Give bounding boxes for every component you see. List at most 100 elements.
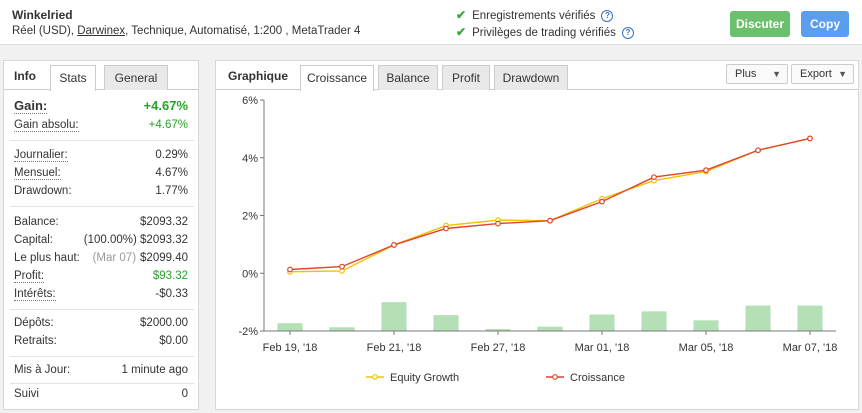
divider (10, 356, 194, 357)
plus-label: Plus (735, 68, 757, 80)
journalier-value: 0.29% (155, 149, 188, 161)
stat-suivi: Suivi 0 (14, 388, 188, 404)
chevron-down-icon: ▼ (838, 69, 847, 79)
chart-panel: -2% 0% 2% 4% 6% Feb 19, '18 Feb 21, '18 Feb 27,… (215, 60, 859, 410)
profit-label: Profit: (14, 270, 45, 283)
volume-bar (797, 305, 823, 331)
plus-haut-value-group: (Mar 07) $2099.40 (93, 252, 188, 264)
help-icon[interactable]: ? (621, 27, 634, 39)
divider (10, 383, 194, 384)
plus-dropdown[interactable]: Plus ▼ (726, 64, 788, 84)
export-label: Export (800, 68, 832, 80)
growth-chart: -2% 0% 2% 4% 6% Feb 19, '18 Feb 21, '18 Feb 27,… (238, 95, 838, 384)
series-line-croissance (289, 137, 811, 271)
balance-value: $2093.32 (140, 216, 188, 228)
x-tick-label: Feb 19, '18 (263, 342, 318, 354)
volume-bar (277, 323, 303, 331)
plus-haut-label: Le plus haut: (14, 252, 80, 264)
journalier-label: Journalier: (14, 149, 68, 162)
profit-value: $93.32 (152, 270, 188, 282)
stat-depots: Dépôts: $2000.00 (14, 317, 188, 333)
info-title: Info (14, 69, 36, 83)
data-point (599, 198, 605, 205)
stat-balance: Balance: $2093.32 (14, 216, 188, 232)
meta-prefix: Réel (USD), (12, 25, 78, 37)
tab-general[interactable]: General (104, 65, 168, 90)
verified-privileges: ✔ Privilèges de trading vérifiés? (456, 25, 634, 39)
drawdown-label: Drawdown: (14, 185, 72, 197)
stat-mis-a-jour: Mis à Jour: 1 minute ago (14, 364, 188, 380)
capital-label: Capital: (14, 234, 53, 246)
retraits-value: $0.00 (159, 335, 188, 347)
mis-a-jour-label: Mis à Jour: (14, 364, 71, 376)
gain-value: +4.67% (143, 98, 188, 113)
stat-gain-absolu: Gain absolu: +4.67% (14, 119, 188, 135)
chart-tabs: Graphique Croissance Balance Profit Draw… (216, 61, 858, 91)
check-icon: ✔ (456, 25, 467, 39)
system-name: Winkelried (12, 8, 73, 22)
chevron-down-icon: ▼ (772, 69, 781, 79)
capital-value-group: (100.00%) $2093.32 (84, 234, 188, 246)
data-point (339, 263, 345, 270)
plus-haut-value: $2099.40 (140, 252, 188, 264)
capital-value: $2093.32 (140, 234, 188, 246)
x-tick-label: Mar 01, '18 (575, 342, 630, 354)
legend-marker (552, 374, 558, 380)
stat-mensuel: Mensuel: 4.67% (14, 167, 188, 183)
divider (10, 309, 194, 310)
verified-privileges-label: Privilèges de trading vérifiés (472, 27, 616, 39)
data-point (547, 217, 553, 224)
stat-journalier: Journalier: 0.29% (14, 149, 188, 165)
stat-profit: Profit: $93.32 (14, 270, 188, 286)
data-point (703, 167, 709, 174)
x-tick-label: Feb 21, '18 (367, 342, 422, 354)
suivi-label: Suivi (14, 388, 39, 400)
data-point (443, 225, 449, 232)
plus-haut-date: (Mar 07) (92, 252, 137, 264)
mensuel-value: 4.67% (155, 167, 188, 179)
gain-label: Gain: (14, 98, 48, 114)
data-point (391, 242, 397, 248)
stat-capital: Capital: (100.00%) $2093.32 (14, 234, 188, 250)
legend-marker (372, 374, 378, 380)
data-point (495, 220, 501, 227)
tab-croissance[interactable]: Croissance (300, 65, 374, 91)
divider (10, 206, 194, 207)
y-tick-label: 4% (242, 153, 258, 165)
x-tick-label: Mar 07, '18 (783, 342, 838, 354)
system-meta: Réel (USD), Darwinex, Technique, Automat… (12, 25, 360, 37)
data-point (807, 135, 813, 142)
y-tick-label: 6% (242, 95, 258, 107)
volume-bar (329, 327, 355, 331)
legend-label: Croissance (570, 372, 625, 384)
volume-bar (485, 328, 511, 331)
y-tick-label: 0% (242, 268, 258, 280)
copy-button[interactable]: Copy (801, 11, 849, 37)
divider (10, 140, 194, 141)
data-point (651, 174, 657, 180)
stat-gain: Gain: +4.67% (14, 98, 188, 114)
broker-link[interactable]: Darwinex (77, 25, 126, 37)
volume-bar (381, 302, 407, 331)
tab-profit[interactable]: Profit (442, 65, 490, 90)
retraits-label: Retraits: (14, 335, 57, 347)
depots-value: $2000.00 (140, 317, 188, 329)
tab-balance[interactable]: Balance (378, 65, 438, 90)
mis-a-jour-value: 1 minute ago (121, 364, 189, 376)
volume-bar (433, 315, 459, 331)
meta-suffix: , Technique, Automatisé, 1:200 , MetaTra… (125, 25, 361, 37)
volume-bar (693, 320, 719, 331)
tab-drawdown[interactable]: Drawdown (494, 65, 568, 90)
verified-track-label: Enregistrements vérifiés (472, 10, 596, 22)
series-line-equity-growth (289, 137, 811, 273)
x-tick-label: Feb 27, '18 (471, 342, 526, 354)
help-icon[interactable]: ? (601, 10, 614, 22)
info-tabs: Info Stats General (4, 61, 198, 91)
volume-bar (641, 311, 667, 331)
tab-stats[interactable]: Stats (50, 65, 96, 91)
export-dropdown[interactable]: Export ▼ (791, 64, 854, 84)
volume-bar (589, 314, 615, 331)
drawdown-value: 1.77% (155, 185, 188, 197)
stat-plus-haut: Le plus haut: (Mar 07) $2099.40 (14, 252, 188, 268)
discuss-button[interactable]: Discuter (730, 11, 790, 37)
